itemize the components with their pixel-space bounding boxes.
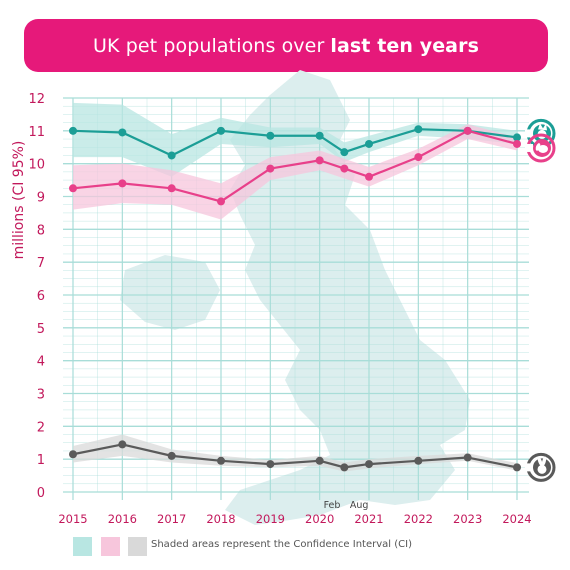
x-tick-label: 2019 (256, 512, 285, 526)
data-point-cat (118, 128, 127, 137)
great-britain-shape (225, 70, 470, 525)
data-point-rabbit (513, 463, 521, 472)
ireland-shape (120, 255, 220, 330)
data-point-rabbit (463, 453, 472, 462)
y-tick-label: 6 (37, 289, 45, 304)
chart-title-emphasis: last ten years (330, 34, 479, 57)
x-tick-label: 2016 (108, 512, 137, 526)
icon-ring-gap (525, 143, 533, 152)
icon-ring-gap (525, 129, 533, 138)
rabbit-icon (525, 452, 556, 482)
data-point-rabbit (340, 463, 349, 472)
data-point-rabbit (414, 456, 423, 465)
data-point-cat (365, 139, 373, 148)
x-tick-label: 2024 (502, 512, 531, 526)
series-points (69, 125, 521, 472)
data-point-cat (315, 131, 324, 140)
legend-swatch-pink (101, 537, 120, 556)
y-tick-label: 11 (28, 125, 45, 140)
y-tick-label: 1 (37, 453, 45, 468)
chart-title-banner: UK pet populations over last ten years (24, 19, 548, 72)
data-point-rabbit (167, 451, 176, 460)
data-point-rabbit (69, 450, 77, 459)
icon-ring-gap (525, 463, 533, 472)
data-point-rabbit (118, 440, 127, 449)
dog-ear (535, 143, 541, 151)
legend-swatch-gray (128, 537, 147, 556)
data-point-cat (217, 126, 225, 135)
data-point-cat (167, 151, 176, 160)
y-tick-label: 7 (37, 256, 45, 271)
y-tick-label: 4 (37, 355, 45, 370)
data-point-dog (513, 139, 521, 148)
data-point-dog (365, 172, 373, 181)
data-point-dog (266, 164, 275, 173)
rabbit-ear (541, 456, 547, 467)
data-point-rabbit (217, 456, 225, 465)
x-tick-label: 2015 (58, 512, 87, 526)
rabbit-head (537, 464, 547, 474)
y-tick-label: 8 (37, 223, 45, 238)
legend-swatch-teal (73, 537, 92, 556)
data-point-rabbit (266, 460, 275, 469)
data-point-cat (513, 133, 521, 142)
data-point-cat (266, 131, 275, 140)
data-point-rabbit (315, 456, 324, 465)
y-tick-label: 0 (37, 486, 45, 501)
y-tick-label: 10 (28, 158, 45, 173)
data-point-rabbit (365, 460, 373, 469)
data-point-dog (315, 156, 324, 165)
data-point-dog (167, 184, 176, 193)
data-point-cat (414, 125, 423, 134)
data-point-dog (118, 179, 127, 188)
x-tick-label: 2023 (453, 512, 482, 526)
x-annotation-aug: Aug (350, 500, 369, 511)
dog-head (538, 144, 548, 153)
legend-text: Shaded areas represent the Confidence In… (151, 539, 412, 550)
y-tick-label: 9 (37, 191, 45, 206)
x-annotation-feb: Feb (324, 500, 341, 511)
ci-band-cat (73, 102, 517, 177)
x-tick-label: 2021 (354, 512, 383, 526)
x-tick-label: 2020 (305, 512, 334, 526)
chart-title-prefix: UK pet populations over (93, 34, 325, 57)
data-point-dog (340, 164, 349, 173)
dog-icon (525, 133, 556, 163)
x-tick-label: 2022 (404, 512, 433, 526)
y-tick-label: 3 (37, 388, 45, 403)
y-tick-label: 12 (28, 92, 45, 107)
data-point-cat (69, 126, 77, 135)
data-point-dog (69, 184, 77, 193)
y-tick-label: 5 (37, 322, 45, 337)
data-point-dog (414, 153, 423, 162)
x-tick-label: 2018 (206, 512, 235, 526)
x-tick-label: 2017 (157, 512, 186, 526)
series-icons (525, 118, 556, 482)
cat-ears (538, 123, 547, 131)
rabbit-ear (537, 456, 543, 467)
data-point-cat (340, 148, 349, 157)
ci-band-dog (73, 124, 517, 220)
y-tick-label: 2 (37, 420, 45, 435)
y-axis-label: millions (CI 95%) (11, 141, 27, 260)
data-point-dog (217, 197, 225, 206)
data-point-dog (463, 126, 472, 135)
